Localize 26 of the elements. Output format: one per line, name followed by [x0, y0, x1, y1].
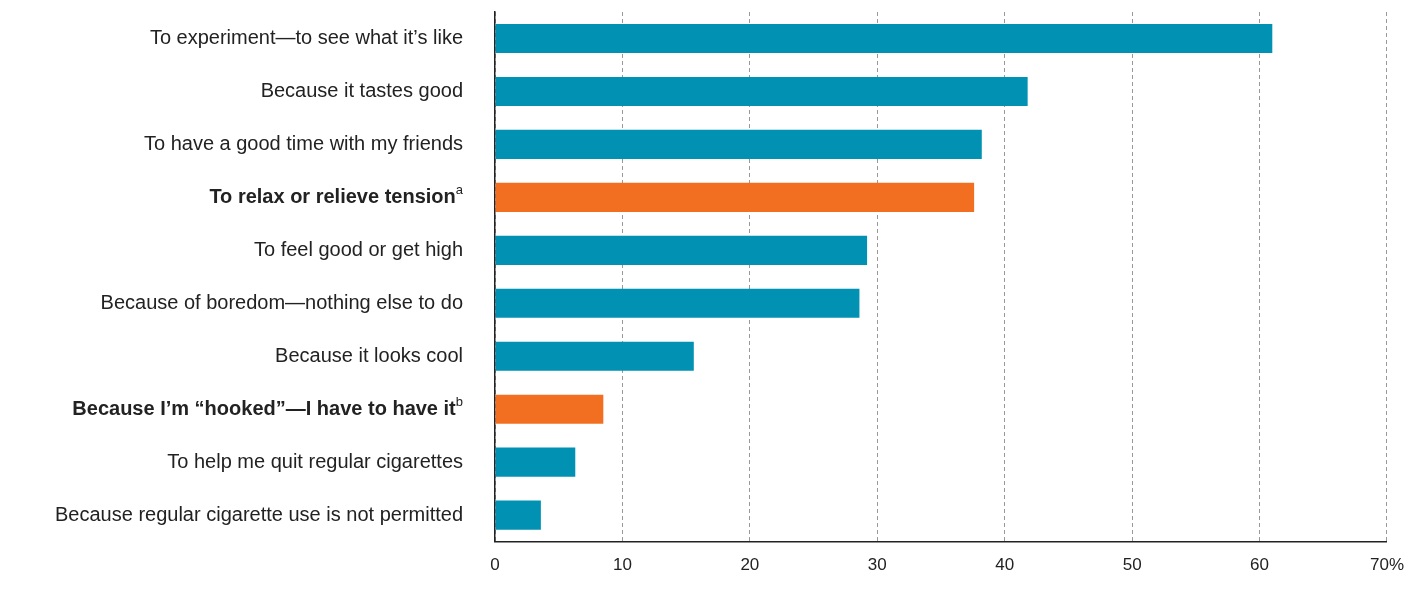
bar	[495, 500, 541, 530]
x-tick-label: 0	[490, 555, 500, 575]
x-tick-label: 70%	[1369, 555, 1404, 575]
bar	[495, 76, 1028, 106]
x-tick-label: 20	[740, 555, 760, 575]
x-tick-label: 40	[995, 555, 1015, 575]
bar	[495, 288, 860, 318]
bar	[495, 129, 982, 159]
x-tick-label: 50	[1122, 555, 1142, 575]
bar	[495, 182, 975, 212]
y-tick-label: Because it tastes good	[260, 78, 464, 101]
y-tick-label: To experiment—to see what it’s like	[149, 26, 463, 48]
bar	[495, 23, 1273, 54]
y-tick-label: To help me quit regular cigarettes	[167, 449, 464, 472]
y-tick-label: Because of boredom—nothing else to do	[100, 290, 464, 313]
x-tick-label: 10	[612, 555, 632, 575]
y-tick-label: To feel good or get high	[253, 237, 463, 260]
y-tick-label: Because it looks cool	[275, 343, 464, 366]
bar	[495, 447, 576, 477]
x-tick-label: 30	[867, 555, 887, 575]
y-tick-label: Because regular cigarette use is not permitted	[55, 502, 463, 525]
bar	[495, 341, 694, 371]
x-tick-label: 60	[1250, 555, 1270, 575]
bar	[495, 235, 868, 265]
bar	[495, 394, 604, 424]
y-tick-label: To have a good time with my friends	[143, 131, 463, 154]
